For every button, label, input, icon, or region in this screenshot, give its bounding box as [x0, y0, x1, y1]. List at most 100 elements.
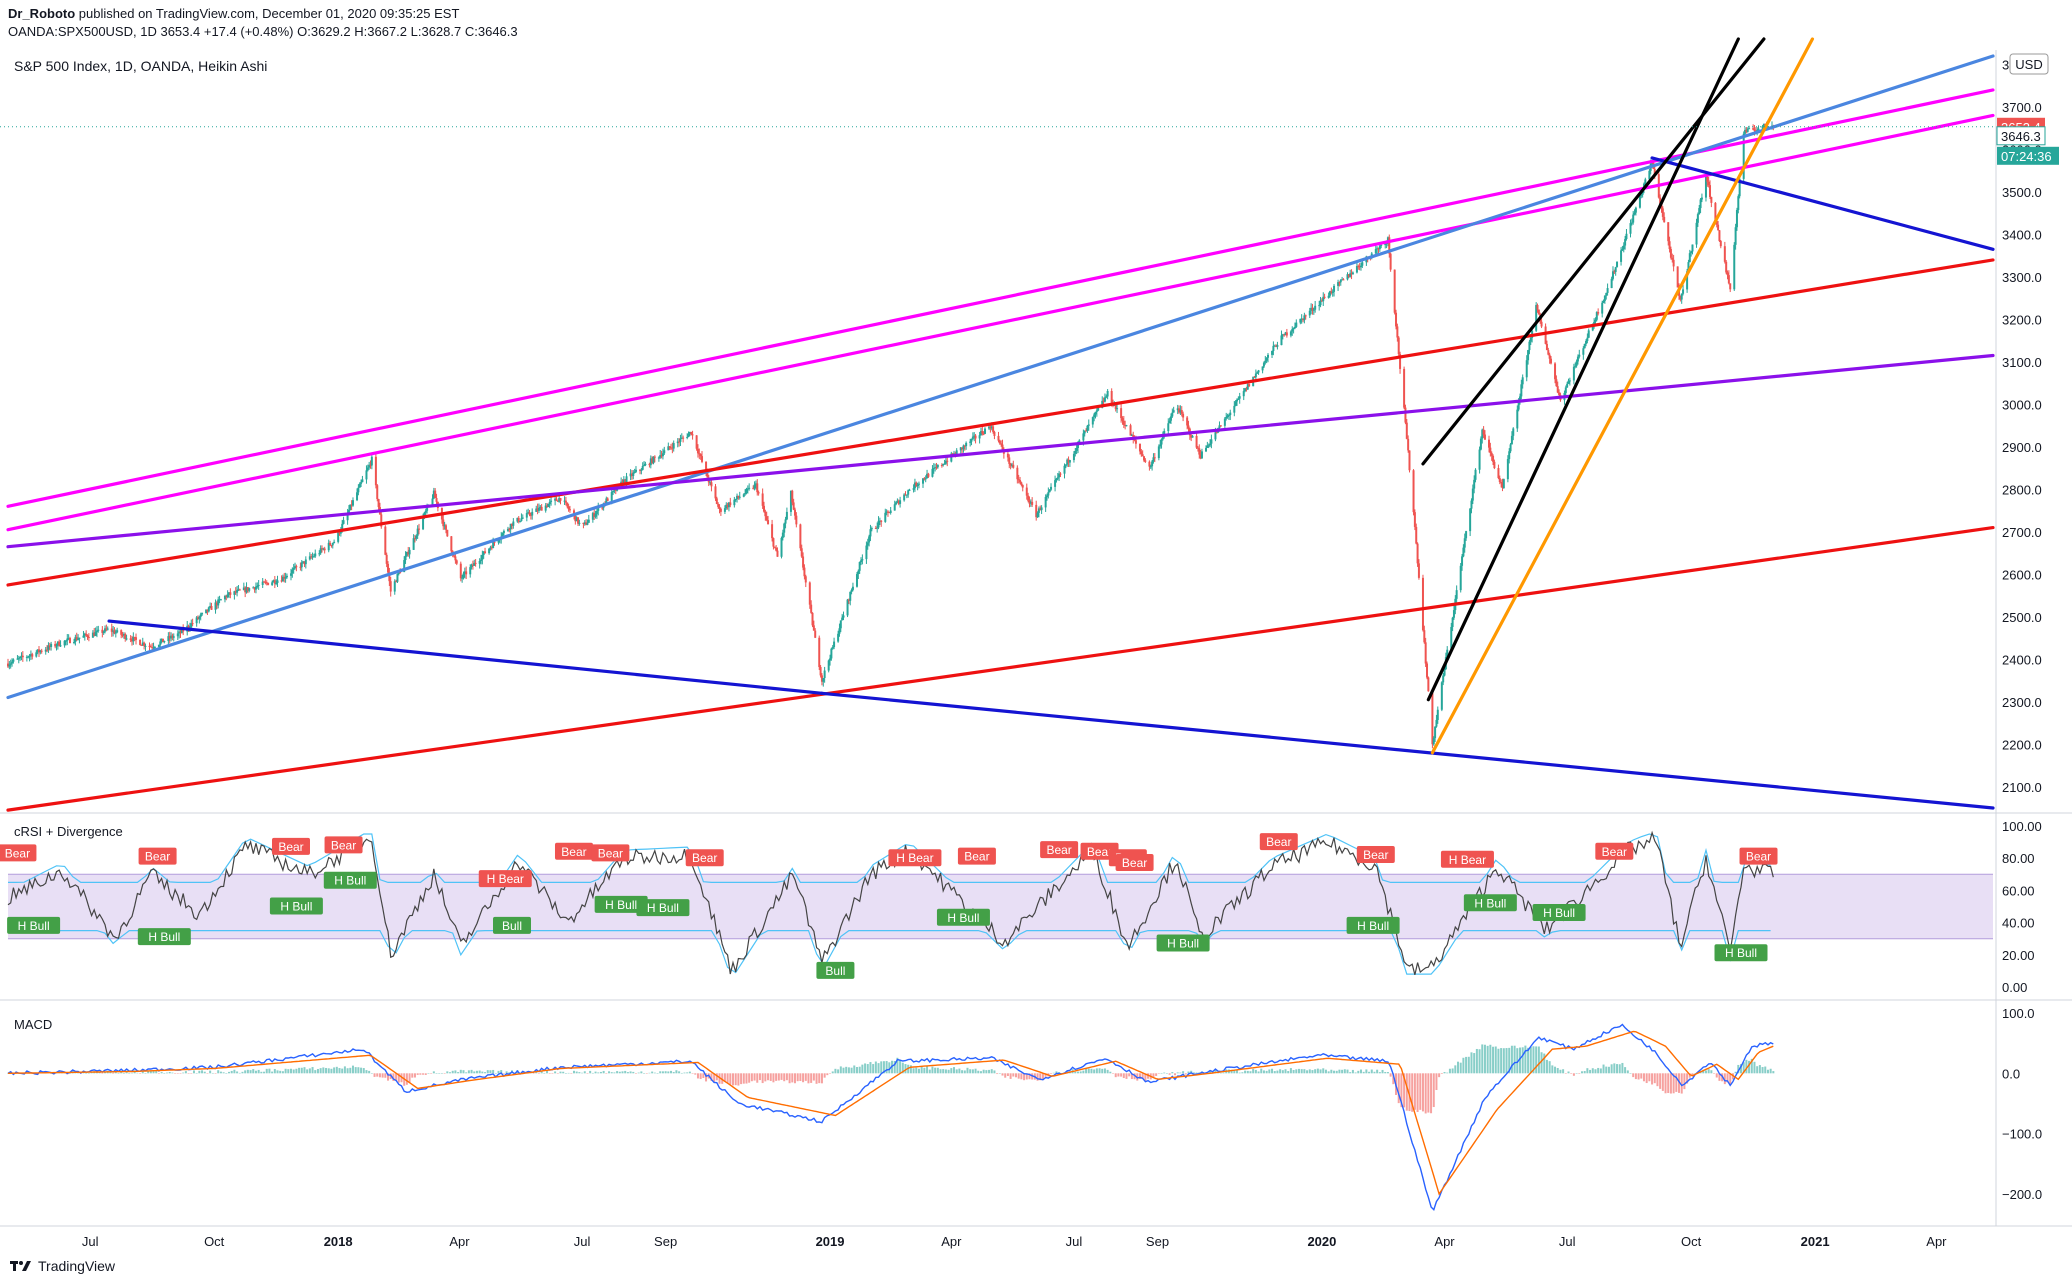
candle [970, 438, 973, 442]
candle [25, 656, 28, 658]
candle [718, 506, 721, 509]
macd-histogram-bar [435, 1073, 438, 1074]
macd-histogram-bar [1319, 1069, 1322, 1074]
candle [1726, 272, 1729, 276]
macd-signal-line [8, 1030, 1774, 1196]
candle [1272, 345, 1275, 351]
candle [1355, 266, 1358, 273]
macd-histogram-bar [961, 1070, 964, 1074]
candle [1535, 305, 1538, 331]
macd-histogram-bar [101, 1073, 104, 1074]
macd-histogram-bar [354, 1067, 357, 1074]
trendline [6, 258, 1995, 587]
candle [1160, 439, 1163, 445]
candle [1349, 273, 1352, 277]
candle [1318, 305, 1321, 307]
candle [1039, 508, 1042, 511]
macd-histogram-bar [1659, 1073, 1662, 1089]
macd-histogram-bar [713, 1073, 716, 1082]
macd-histogram-bar [807, 1073, 810, 1084]
candle [1276, 345, 1279, 347]
price-pane[interactable] [0, 37, 1996, 812]
currency-badge[interactable]: USD [2015, 57, 2042, 72]
candle [1624, 239, 1627, 246]
candle [1151, 461, 1154, 467]
divergence-tag [1115, 854, 1154, 872]
candle [1284, 332, 1287, 336]
macd-histogram-bar [931, 1066, 934, 1074]
candle [245, 587, 248, 593]
candle [1688, 253, 1691, 263]
macd-histogram-bar [1691, 1073, 1694, 1077]
candle [1341, 279, 1344, 281]
macd-histogram-bar [667, 1071, 670, 1074]
macd-histogram-bar [236, 1071, 239, 1074]
candle [294, 566, 297, 569]
candle [1017, 479, 1020, 481]
candle [16, 658, 19, 660]
candle [812, 625, 815, 631]
candle [1143, 456, 1146, 461]
macd-histogram-bar [653, 1072, 656, 1074]
tradingview-brand[interactable]: TradingView [38, 1258, 116, 1274]
macd-histogram-bar [659, 1071, 662, 1074]
macd-histogram-bar [1451, 1068, 1454, 1074]
macd-histogram-bar [966, 1067, 969, 1074]
candle [112, 630, 115, 632]
candle [1219, 425, 1222, 427]
candle [959, 447, 962, 451]
candle [28, 655, 31, 657]
candle [1323, 296, 1326, 298]
candle [1671, 257, 1674, 260]
crsi-tick-label: 80.00 [2002, 851, 2035, 866]
macd-pane[interactable] [7, 1023, 1775, 1212]
trendline [6, 353, 1995, 549]
macd-histogram-bar [166, 1072, 169, 1074]
candle [1478, 449, 1481, 470]
tradingview-logo-icon[interactable] [10, 1259, 32, 1273]
divergence-label: H Bear [896, 851, 933, 865]
candle [152, 647, 155, 649]
macd-histogram-bar [1314, 1069, 1317, 1074]
macd-histogram-bar [1651, 1073, 1654, 1085]
macd-histogram-bar [1591, 1068, 1594, 1074]
candle [1413, 512, 1416, 527]
macd-histogram-bar [861, 1064, 864, 1074]
candle [1182, 413, 1185, 418]
candle [1021, 485, 1024, 488]
candle [1295, 322, 1298, 327]
crsi-tick-label: 20.00 [2002, 948, 2035, 963]
candle [1351, 272, 1354, 275]
candle [1752, 128, 1755, 130]
candle [453, 555, 456, 557]
macd-histogram-bar [1580, 1071, 1583, 1074]
candle [58, 641, 61, 646]
macd-histogram-bar [1667, 1073, 1670, 1094]
candle [403, 560, 406, 573]
macd-histogram-bar [1481, 1044, 1484, 1074]
candle [653, 456, 656, 458]
author-name[interactable]: Dr_Roboto [8, 6, 76, 21]
divergence-label: Bear [1087, 845, 1112, 859]
candle [1234, 401, 1237, 406]
macd-histogram-bar [1354, 1072, 1357, 1074]
macd-histogram-bar [346, 1068, 349, 1074]
macd-histogram-bar [589, 1070, 592, 1074]
candle [1338, 282, 1341, 284]
price-tick-label: 2800.0 [2002, 482, 2042, 497]
candle [811, 612, 814, 626]
macd-histogram-bar [853, 1065, 856, 1074]
macd-histogram-bar [1624, 1067, 1627, 1074]
candle [1452, 610, 1455, 618]
macd-histogram-bar [276, 1070, 279, 1074]
macd-histogram-bar [1723, 1073, 1726, 1085]
macd-histogram-bar [1675, 1073, 1678, 1092]
candle [1330, 291, 1333, 293]
divergence-tag [816, 961, 855, 979]
divergence-label: H Bull [1543, 906, 1575, 920]
candle [1304, 315, 1307, 317]
candle [1178, 408, 1181, 413]
currency-badge-box[interactable] [2009, 53, 2049, 75]
